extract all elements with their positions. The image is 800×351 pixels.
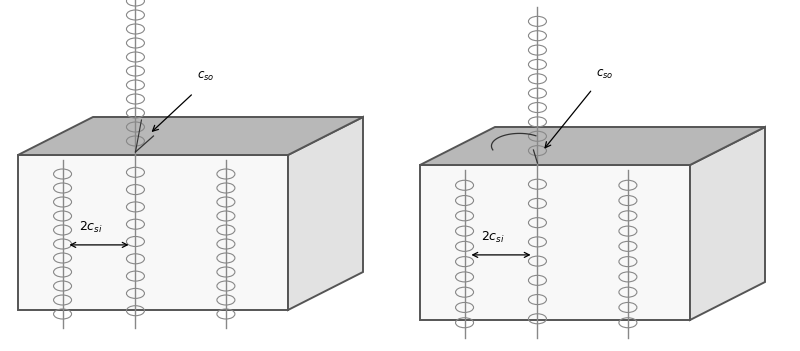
Polygon shape [288, 117, 363, 310]
Text: $2c_{si}$: $2c_{si}$ [79, 220, 102, 235]
Polygon shape [420, 165, 690, 320]
Polygon shape [18, 155, 288, 310]
Polygon shape [420, 127, 765, 165]
Text: $c_{so}$: $c_{so}$ [597, 68, 614, 81]
Text: $2c_{si}$: $2c_{si}$ [481, 230, 505, 245]
Text: $c_{so}$: $c_{so}$ [198, 70, 215, 83]
Polygon shape [18, 117, 363, 155]
Polygon shape [690, 127, 765, 320]
